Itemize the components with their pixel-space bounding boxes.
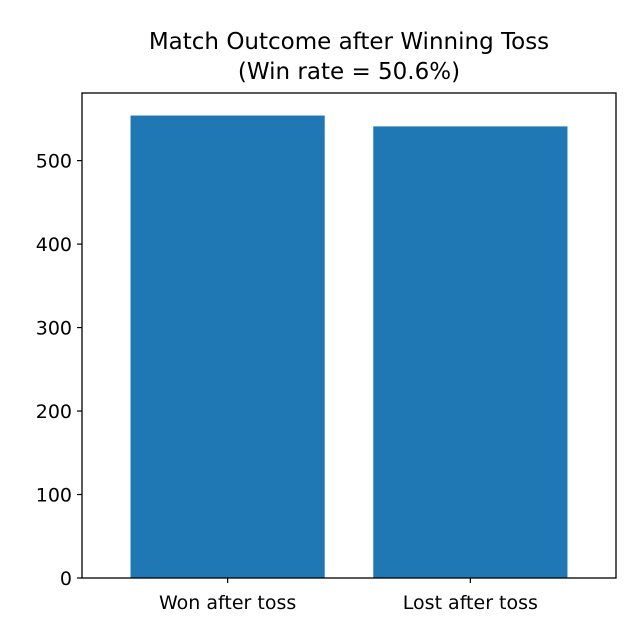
y-axis: 0 100 200 300 400 500	[36, 151, 82, 590]
chart-subtitle: (Win rate = 50.6%)	[238, 59, 460, 85]
bar-1	[373, 126, 568, 578]
plot-frame	[81, 92, 617, 579]
y-tick-label-3: 300	[36, 318, 72, 340]
y-tick-label-1: 100	[36, 485, 72, 507]
bar-0	[130, 115, 325, 578]
x-tick-label-1: Lost after toss	[403, 592, 538, 614]
y-tick-label-2: 200	[36, 401, 72, 423]
y-tick-label-5: 500	[36, 151, 72, 173]
x-axis: Won after toss Lost after toss	[159, 578, 538, 614]
chart-title: Match Outcome after Winning Toss	[149, 29, 549, 55]
y-tick-label-0: 0	[60, 568, 72, 590]
x-tick-label-0: Won after toss	[159, 592, 296, 614]
y-tick-label-4: 400	[36, 234, 72, 256]
bars-group	[130, 115, 568, 578]
